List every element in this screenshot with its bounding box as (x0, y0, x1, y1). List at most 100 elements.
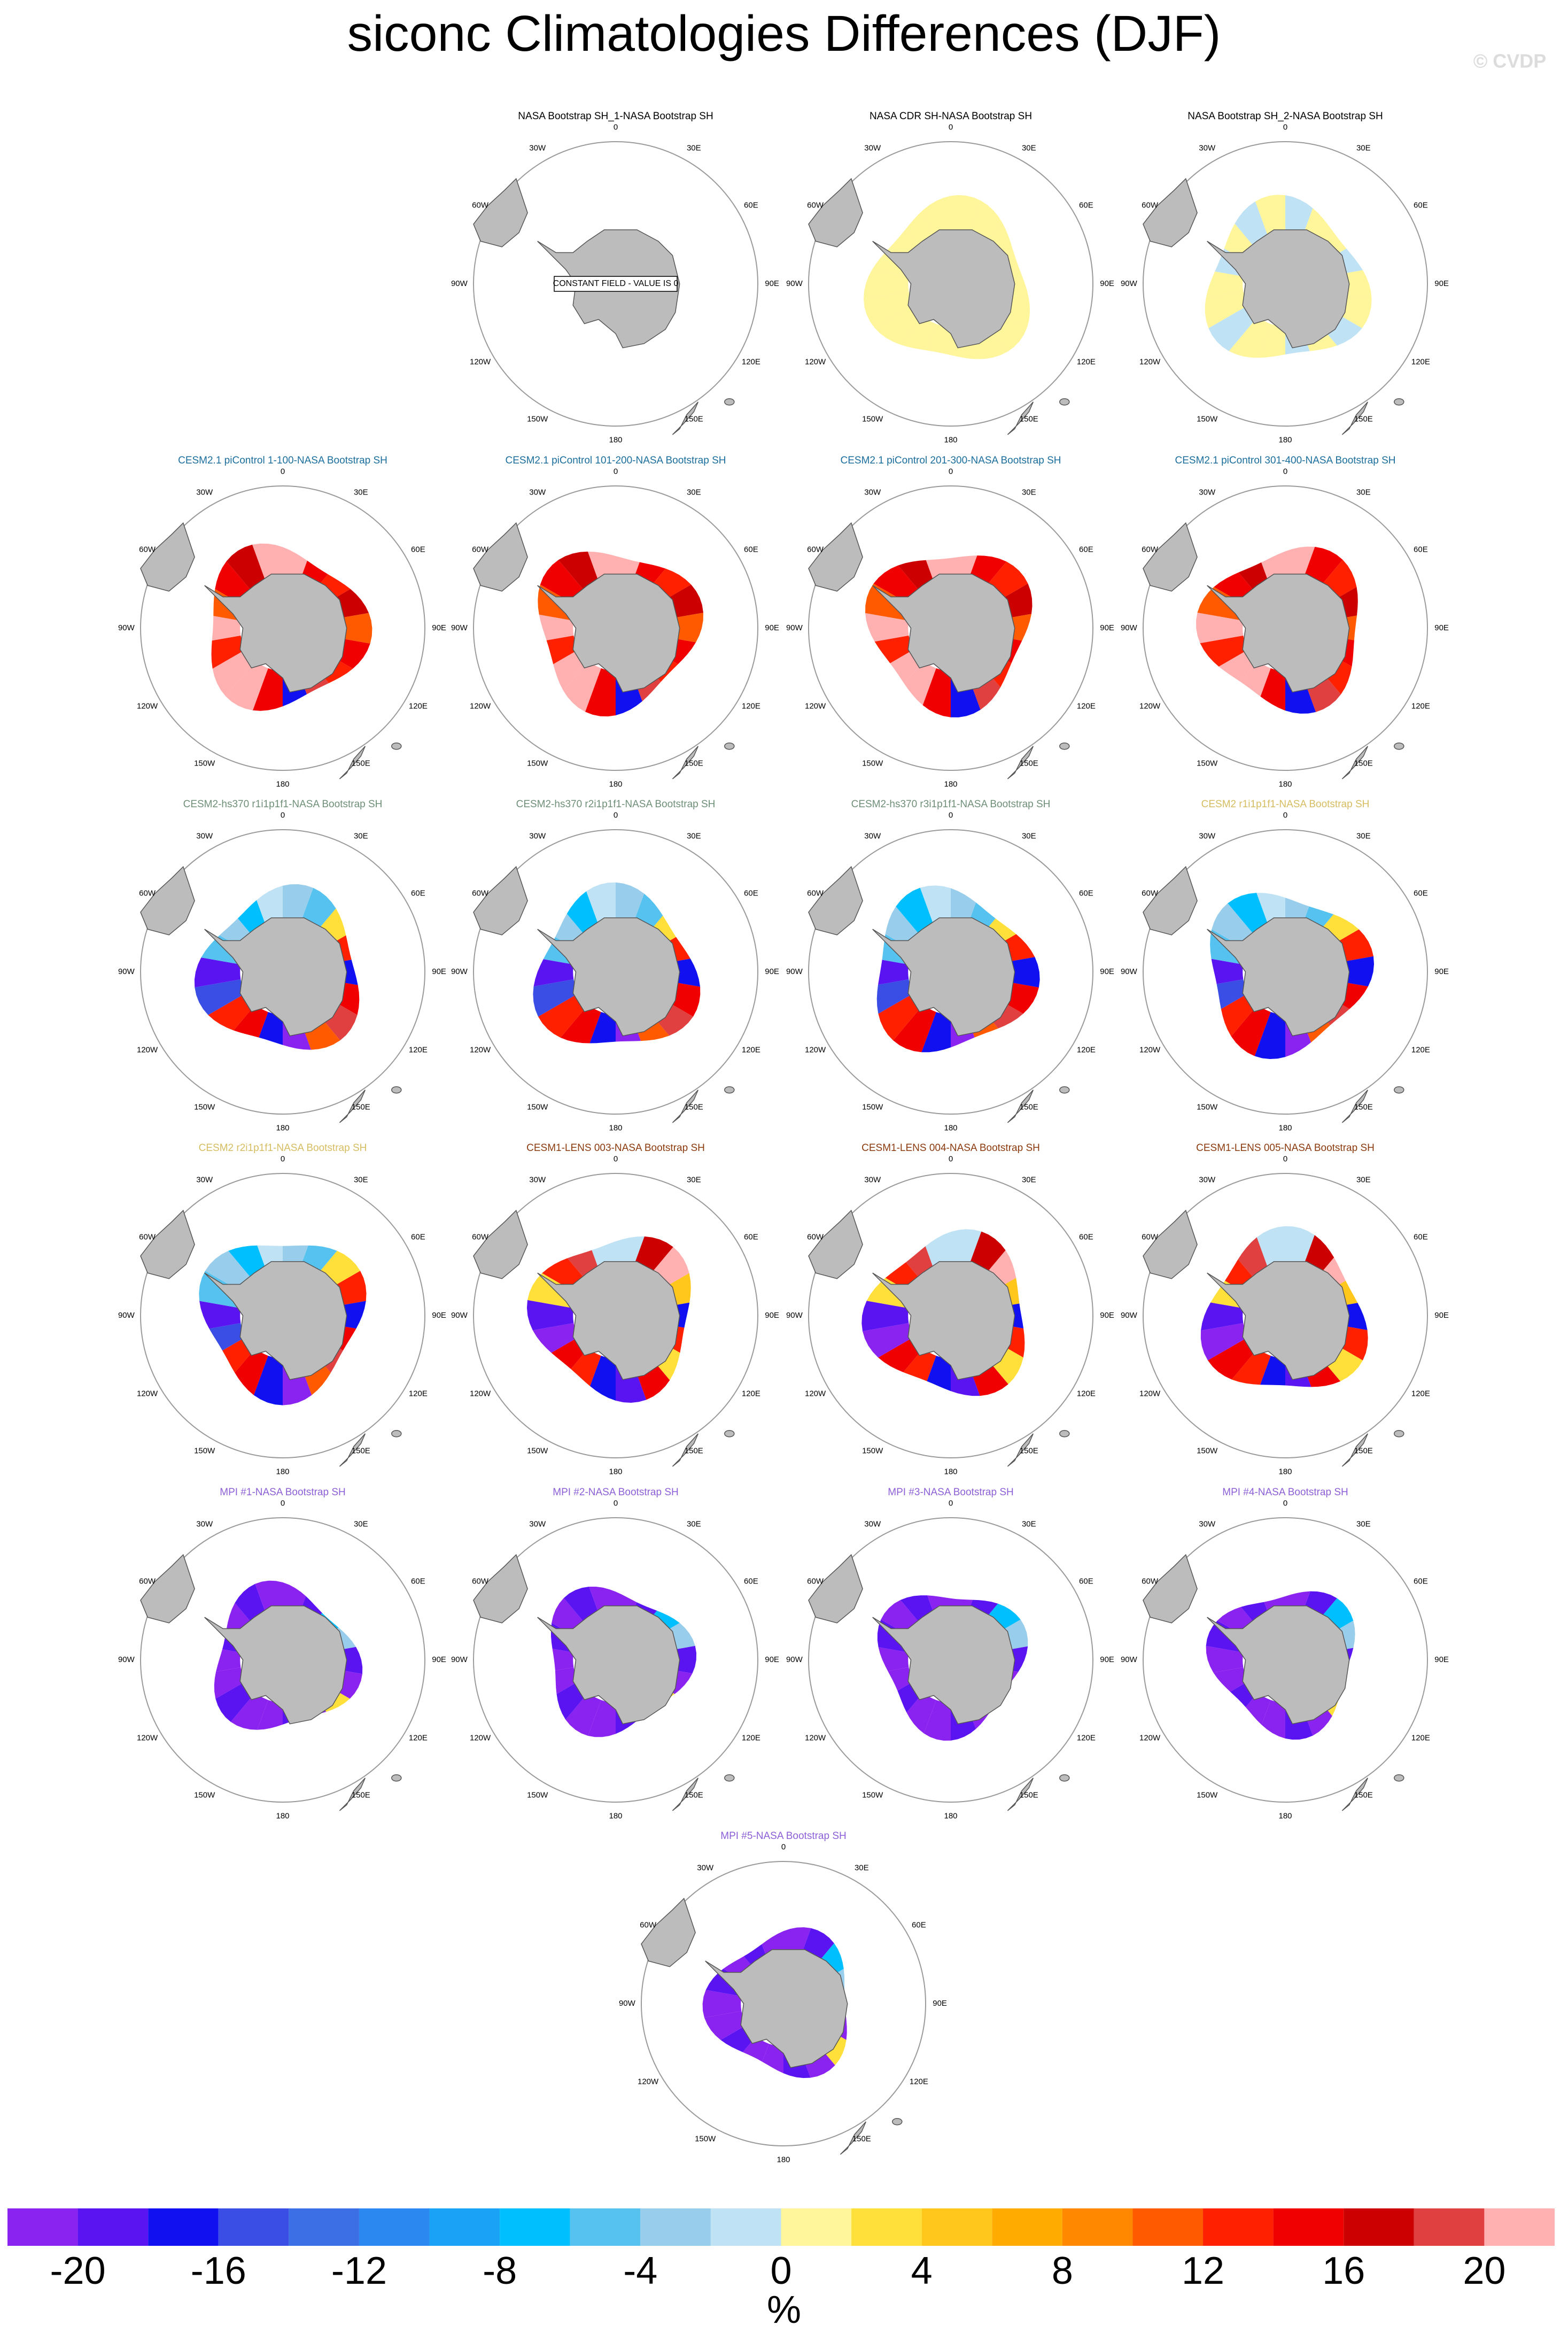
lon-label: 90E (765, 1311, 779, 1320)
lon-label: 30W (1199, 1176, 1216, 1185)
lon-label: 120W (805, 1733, 826, 1742)
lon-label: 90W (1121, 279, 1138, 288)
lon-label: 90E (1100, 1311, 1114, 1320)
map-panel: MPI #3-NASA Bootstrap SH0 30E 60E 90E 120E 15… (786, 1487, 1114, 1821)
lon-label: 0 (1283, 810, 1287, 820)
lon-label: 180 (1278, 1467, 1292, 1477)
sea-ice-field (1231, 1004, 1271, 1056)
new-zealand (1007, 1778, 1034, 1811)
map-panel: CESM2-hs370 r1i1p1f1-NASA Bootstrap SH0 3… (118, 799, 446, 1133)
lon-label: 120W (470, 1045, 491, 1054)
lon-label: 150E (685, 1446, 703, 1455)
antarctica (537, 1605, 680, 1725)
lon-label: 120E (1411, 1733, 1430, 1742)
lon-label: 60E (744, 1233, 758, 1242)
colorbar-box (218, 2208, 289, 2246)
colorbar-box (1203, 2208, 1274, 2246)
lon-label: 120E (742, 1733, 760, 1742)
lon-label: 60E (744, 889, 758, 898)
lon-label: 150E (685, 759, 703, 768)
sea-ice-field (538, 993, 588, 1038)
lon-label: 150E (1354, 1446, 1373, 1455)
sea-ice-field (742, 2036, 769, 2062)
panel-title: MPI #3-NASA Bootstrap SH (888, 1487, 1014, 1498)
lon-label: 60E (912, 1921, 926, 1930)
lon-label: 60E (1079, 201, 1093, 210)
new-zealand (672, 746, 698, 779)
colorbar-box (570, 2208, 641, 2246)
lon-label: 150E (685, 414, 703, 423)
lon-label: 60W (807, 1233, 824, 1242)
sea-ice-field (563, 661, 601, 712)
map-panel: CESM2-hs370 r2i1p1f1-NASA Bootstrap SH0 3… (451, 799, 779, 1133)
island (892, 2118, 903, 2126)
lon-label: 150W (527, 1790, 548, 1799)
lon-label: 30E (687, 1176, 701, 1185)
lon-label: 60W (807, 889, 824, 898)
lon-label: 0 (949, 1154, 953, 1163)
watermark: © CVDP (1473, 50, 1547, 72)
lon-label: 60E (1079, 1233, 1093, 1242)
lon-label: 90E (432, 967, 446, 976)
antarctica (537, 917, 680, 1037)
lon-label: 30W (1199, 832, 1216, 841)
south-america (1143, 177, 1198, 248)
sea-ice-field (211, 635, 246, 669)
south-america (641, 1897, 696, 1967)
lon-label: 150W (194, 759, 215, 768)
sea-ice-field (195, 979, 246, 1015)
island (391, 1086, 402, 1094)
lon-label: 0 (281, 1154, 285, 1163)
map-panel: MPI #1-NASA Bootstrap SH0 30E 60E 90E 120E 15… (118, 1487, 446, 1821)
lon-label: 0 (614, 467, 618, 476)
lon-label: 120E (742, 1045, 760, 1054)
island (1394, 1430, 1404, 1438)
south-america (473, 177, 528, 248)
sea-ice-field (1216, 979, 1248, 1009)
map-boundary (641, 1861, 926, 2146)
lon-label: 30W (196, 1176, 213, 1185)
lon-label: 30E (1022, 1176, 1036, 1185)
sea-ice-field (878, 1336, 923, 1372)
colorbar-box (359, 2208, 430, 2246)
sea-ice-field (585, 668, 616, 717)
lon-label: 150W (527, 1102, 548, 1111)
lon-label: 90E (1434, 1311, 1449, 1320)
new-zealand (1007, 401, 1034, 435)
lon-label: 30E (354, 488, 368, 497)
new-zealand (339, 1433, 366, 1467)
lon-label: 30W (864, 488, 881, 497)
panel-title: CESM2-hs370 r3i1p1f1-NASA Bootstrap SH (851, 799, 1051, 810)
lon-label: 30W (529, 1520, 546, 1529)
panel-title: CESM1-LENS 004-NASA Bootstrap SH (861, 1142, 1040, 1154)
lon-label: 0 (781, 1842, 786, 1851)
map-panel: CESM2.1 piControl 201-300-NASA Bootstrap… (786, 455, 1114, 789)
colorbar-tick-label: -16 (191, 2250, 246, 2292)
lon-label: 90W (451, 279, 468, 288)
map-panel: CESM1-LENS 005-NASA Bootstrap SH0 30E 60E 9… (1121, 1142, 1449, 1477)
lon-label: 180 (944, 436, 957, 445)
lon-label: 60E (1079, 889, 1093, 898)
sea-ice-field (209, 1323, 246, 1351)
lon-label: 180 (1278, 780, 1292, 789)
lon-label: 120E (1077, 1733, 1096, 1742)
sea-ice-field (226, 661, 268, 710)
lon-label: 150W (527, 414, 548, 423)
lon-label: 60W (807, 201, 824, 210)
lon-label: 120E (409, 1389, 428, 1398)
lon-label: 90E (1434, 1655, 1449, 1664)
map-panel: CESM2 r1i1p1f1-NASA Bootstrap SH0 30E 60E 9… (1121, 799, 1449, 1133)
map-panel: CESM2.1 piControl 101-200-NASA Bootstrap… (451, 455, 779, 789)
lon-label: 120W (1139, 357, 1161, 366)
colorbar-box (781, 2208, 852, 2246)
lon-label: 90W (118, 623, 135, 632)
island (1059, 398, 1070, 406)
lon-label: 30E (354, 832, 368, 841)
lon-label: 90E (432, 1655, 446, 1664)
panel-title: NASA Bootstrap SH_2-NASA Bootstrap SH (1187, 111, 1383, 122)
lon-label: 30W (529, 488, 546, 497)
lon-label: 30W (1199, 488, 1216, 497)
map-boundary (140, 485, 425, 771)
sea-ice-field (590, 1356, 616, 1401)
